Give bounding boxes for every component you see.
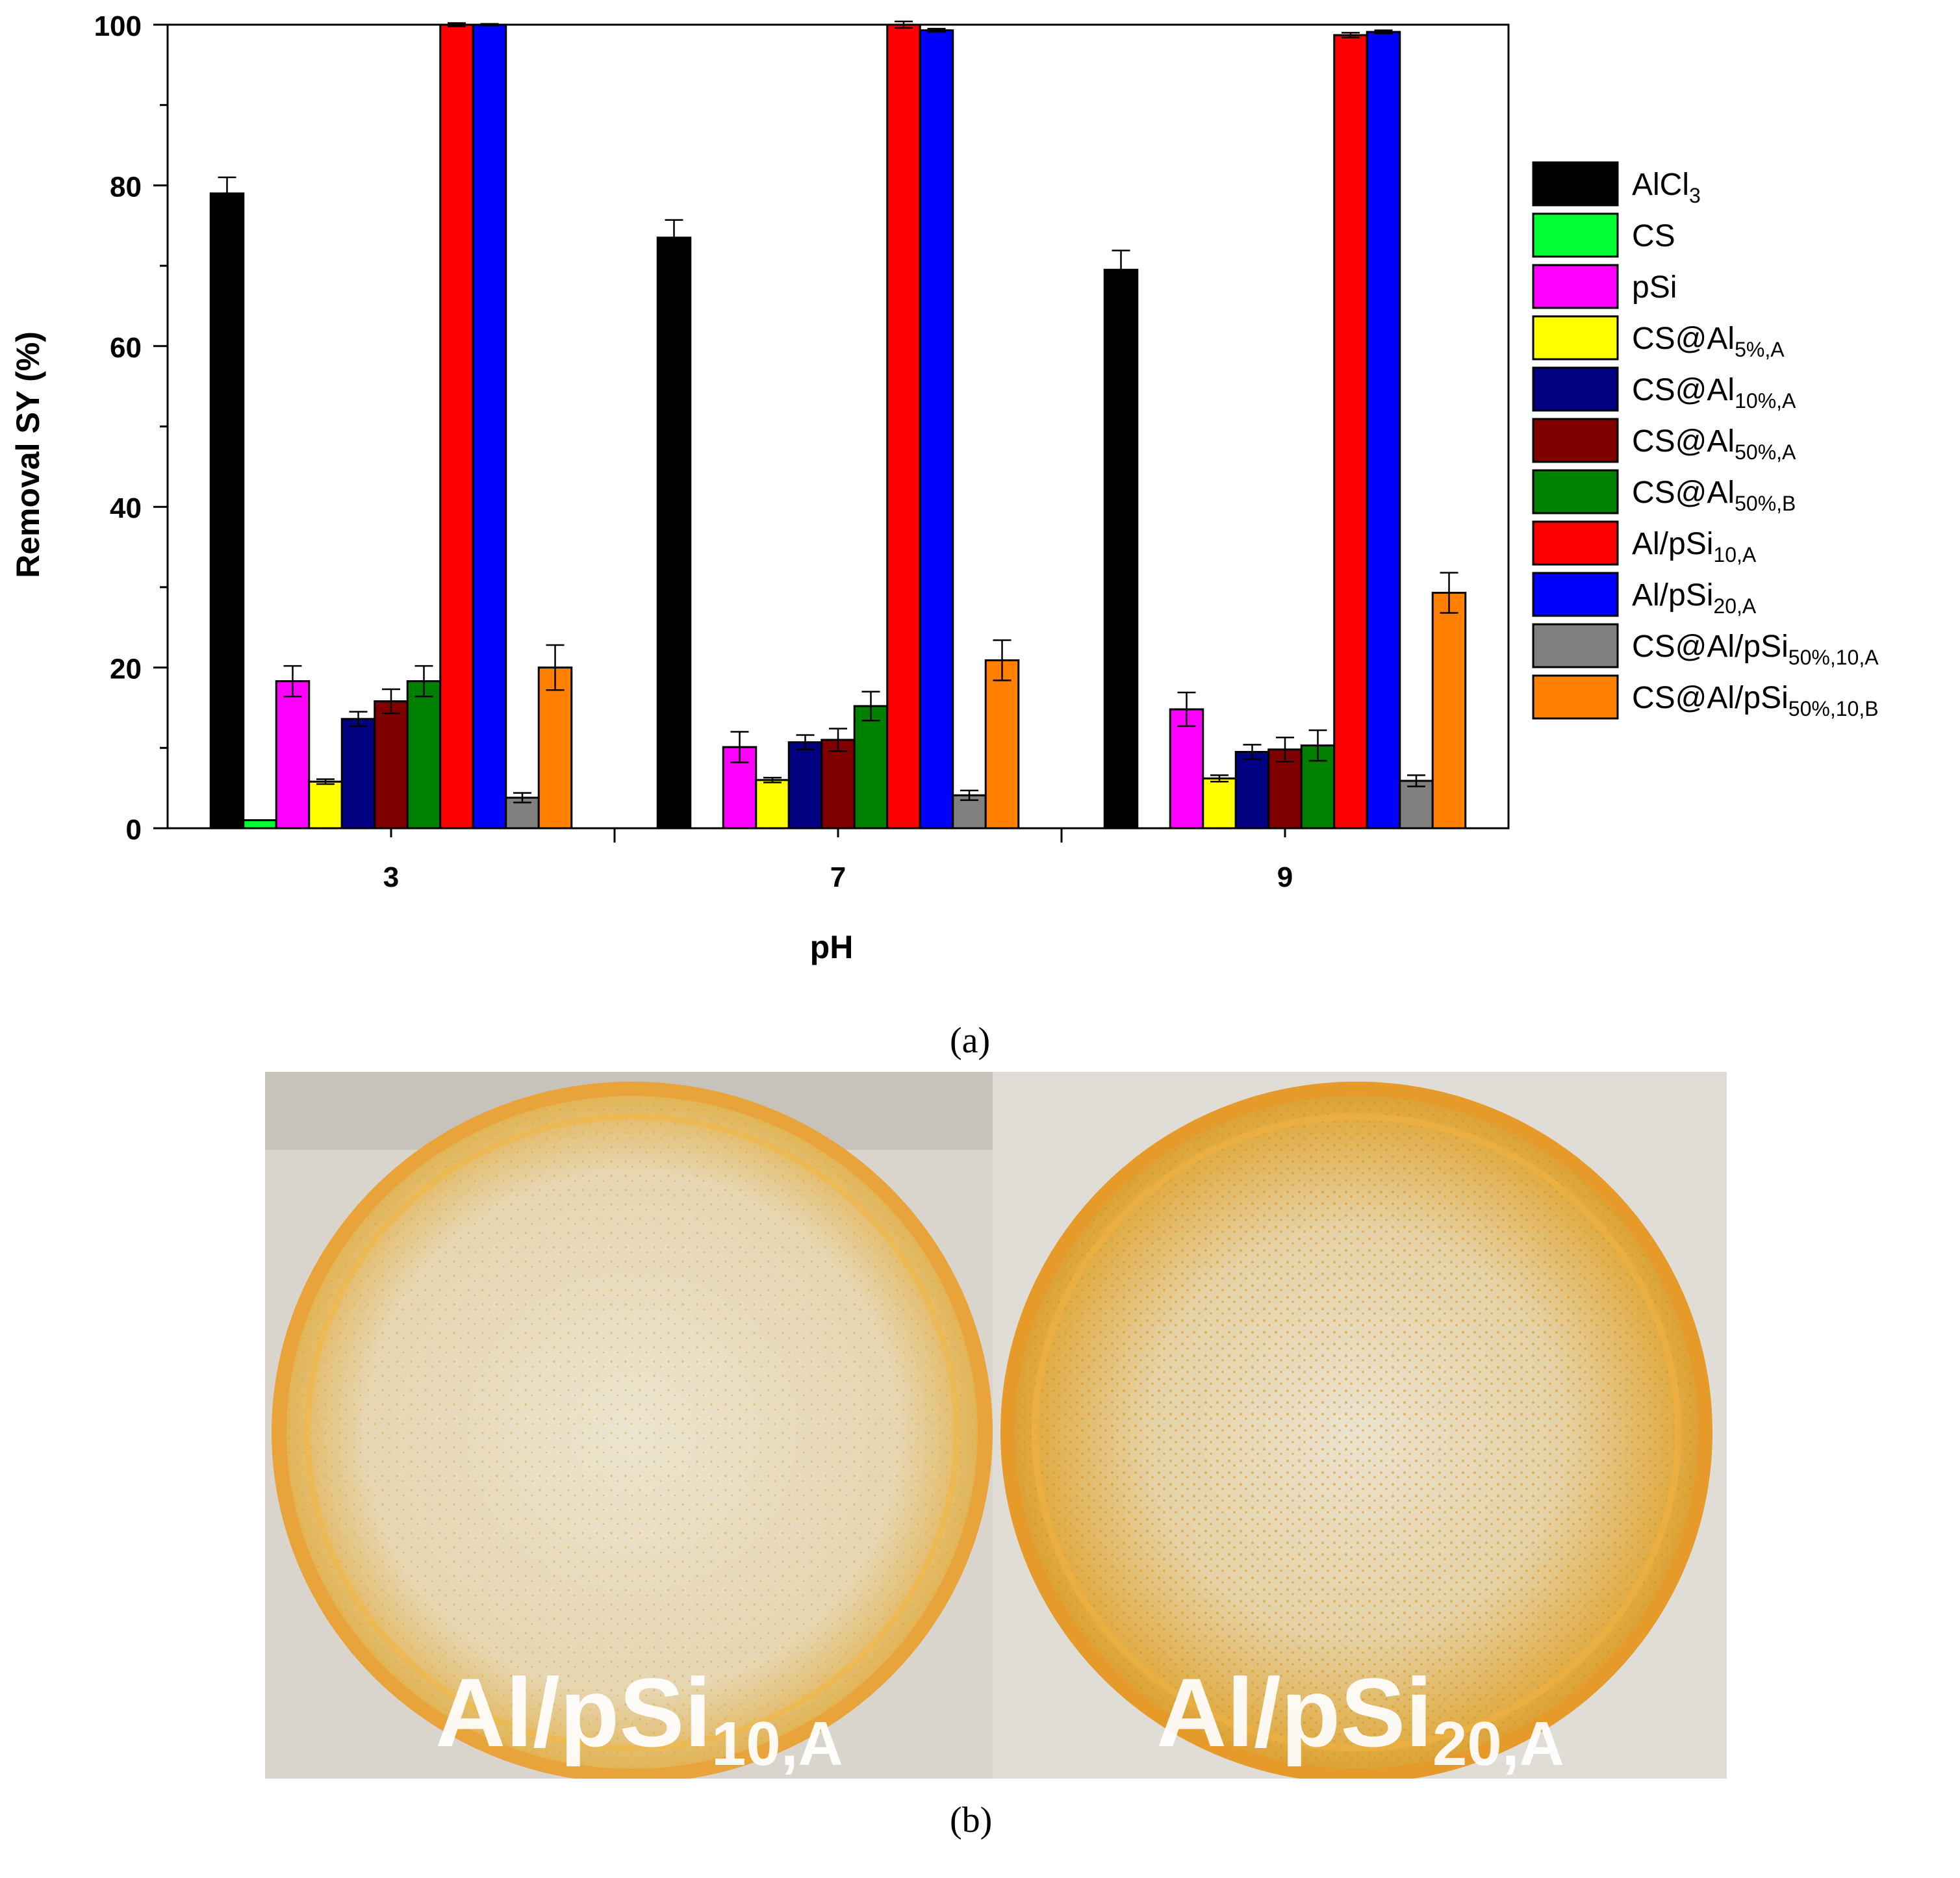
bar: [1399, 780, 1434, 830]
panel-a-label: (a): [950, 1021, 991, 1061]
bar: [656, 236, 692, 830]
legend-swatch: [1532, 674, 1619, 720]
bar: [209, 192, 245, 830]
panel-b-label: (b): [950, 1800, 993, 1840]
legend-label: AlCl3: [1632, 168, 1701, 207]
bar: [1103, 268, 1139, 830]
legend-swatch: [1532, 623, 1619, 668]
x-tick-label: 9: [1277, 861, 1293, 893]
legend-swatch: [1532, 212, 1619, 258]
legend-label: CS: [1632, 219, 1675, 253]
petri-dish-photo-right: Al/pSi20,A: [993, 1072, 1727, 1779]
legend-swatch: [1532, 315, 1619, 361]
y-tick-label: 20: [110, 653, 142, 685]
y-tick-label: 80: [110, 171, 142, 203]
legend: AlCl3 CS pSi CS@Al5%,A CS@Al10%,A CS@Al50%,A C…: [1532, 161, 1879, 720]
bar: [919, 29, 954, 830]
bar: [1202, 777, 1237, 830]
legend-swatch: [1532, 520, 1619, 566]
y-tick-label: 0: [126, 814, 142, 846]
legend-label: Al/pSi20,A: [1632, 578, 1757, 618]
bar: [755, 779, 790, 830]
photo-caption-right-text: Al/pSi: [1156, 1658, 1433, 1767]
bar: [886, 23, 921, 830]
bar: [853, 705, 889, 830]
plot-frame: [166, 23, 1510, 830]
y-axis-title: Removal SY (%): [10, 331, 46, 578]
bar: [537, 666, 573, 830]
legend-label: CS@Al/pSi50%,10,B: [1632, 681, 1879, 720]
bar: [439, 23, 474, 830]
legend-label: Al/pSi10,A: [1632, 527, 1757, 566]
bar: [984, 659, 1020, 830]
y-tick-label: 60: [110, 332, 142, 364]
photo-caption-right: Al/pSi20,A: [1156, 1656, 1564, 1779]
bar-chart: 0 20 40 60 80 100 3 7 9 AlCl3 CS pSi CS@Al5%,A CS@Al…: [10, 10, 1879, 965]
bar: [374, 700, 409, 830]
legend-swatch: [1532, 264, 1619, 309]
legend-swatch: [1532, 418, 1619, 463]
legend-label: CS@Al50%,B: [1632, 476, 1796, 515]
y-tick-label: 40: [110, 492, 142, 524]
legend-swatch: [1532, 161, 1619, 207]
axes: 0 20 40 60 80 100 3 7 9: [94, 10, 1510, 893]
bar: [821, 739, 856, 830]
photo-caption-right-sub: 20,A: [1432, 1708, 1564, 1779]
x-axis-title: pH: [810, 929, 854, 965]
petri-dish-right-image: [993, 1072, 1727, 1779]
petri-dish-photo-left: Al/pSi10,A: [265, 1072, 993, 1779]
photo-caption-left-text: Al/pSi: [435, 1658, 712, 1767]
legend-label: CS@Al10%,A: [1632, 373, 1796, 412]
bar: [472, 23, 507, 830]
legend-swatch: [1532, 366, 1619, 412]
photo-caption-left: Al/pSi10,A: [435, 1656, 843, 1779]
legend-label: CS@Al50%,A: [1632, 424, 1796, 464]
x-tick-label: 7: [830, 861, 846, 893]
bar: [1234, 750, 1270, 830]
legend-label: CS@Al/pSi50%,10,A: [1632, 629, 1879, 669]
bar: [308, 780, 343, 830]
bar: [406, 680, 442, 830]
bar: [1333, 34, 1368, 830]
bar: [1169, 708, 1204, 830]
bar: [242, 819, 277, 830]
plot-area: [209, 20, 1467, 830]
petri-dish-left-image: [265, 1072, 993, 1779]
bar: [787, 741, 823, 830]
bar: [1431, 592, 1467, 830]
legend-swatch: [1532, 469, 1619, 514]
legend-label: CS@Al5%,A: [1632, 322, 1785, 361]
y-tick-label: 100: [94, 10, 142, 42]
legend-label: pSi: [1632, 270, 1677, 305]
x-tick-label: 3: [383, 861, 399, 893]
legend-swatch: [1532, 572, 1619, 617]
bar: [340, 718, 376, 830]
bar: [275, 680, 311, 830]
bar: [1366, 31, 1401, 830]
photo-caption-left-sub: 10,A: [711, 1708, 843, 1779]
